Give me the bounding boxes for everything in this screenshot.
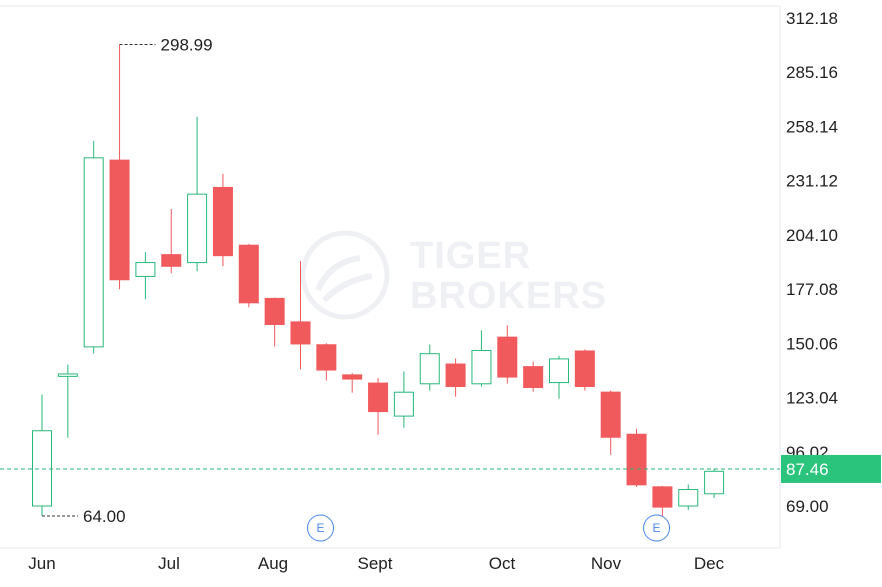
candle [161,209,182,274]
x-tick-label: Jul [158,554,180,573]
candle-body [368,382,389,413]
candle-body [342,374,363,380]
earnings-event-circle[interactable] [643,514,671,542]
current-price: 87.46 [0,454,881,483]
candle [419,344,440,391]
y-axis-ticks: 312.18 285.16 258.14 231.12 204.10 177.08 150.… [786,9,838,516]
candle-body [419,353,440,385]
x-tick-label: Sept [358,554,393,573]
candle [678,484,699,511]
y-tick-label: 285.16 [786,63,838,82]
earnings-event-label[interactable]: E [653,521,661,535]
candles [32,44,725,522]
candle-body [238,244,259,304]
candle [393,371,414,428]
earnings-event-marker[interactable]: E [643,514,671,542]
candle [109,44,130,290]
x-tick-label: Aug [258,554,288,573]
candle [471,330,492,387]
candle [342,373,363,393]
candle [368,377,389,435]
candle-body [652,486,673,508]
candle [523,361,544,392]
candle-body [393,391,414,417]
candle-body [678,489,699,507]
annotations: 298.99 64.00 [42,35,213,526]
candle [212,173,233,267]
candle-body [574,350,595,388]
candle-body [83,157,104,348]
candle [32,394,52,517]
candle [187,116,208,272]
x-tick-label: Nov [591,554,622,573]
candle-body [316,344,337,371]
low-price-label: 64.00 [83,507,126,526]
watermark-logo-ring [300,230,390,320]
candle-body [600,391,621,438]
candle [290,261,311,370]
earnings-event-circle[interactable] [307,514,334,542]
candle [497,325,518,384]
y-tick-label: 150.06 [786,334,838,353]
candle-body [187,193,208,264]
y-tick-label: 231.12 [786,172,838,191]
watermark-logo-mark [315,255,373,303]
candle [238,243,259,308]
candle [57,364,78,438]
candle-body [135,262,156,277]
y-tick-label: 177.08 [786,280,838,299]
candle [135,252,156,300]
candle-body [445,363,466,388]
x-tick-label: Oct [489,554,516,573]
candle [574,349,595,391]
earnings-event-marker[interactable]: E [307,514,334,542]
candle-body [704,470,725,495]
candle-body [626,433,647,486]
watermark-line2: BROKERS [410,275,607,317]
y-tick-label: 204.10 [786,226,838,245]
tiger-brokers-watermark: TIGER BROKERS [300,230,607,320]
candle [549,355,569,399]
x-axis-ticks: Jun Jul Aug Sept Oct Nov Dec [28,554,724,573]
candle-body [264,297,285,325]
candle-body [549,358,569,384]
candle [652,485,673,522]
candle-body [471,349,492,385]
candle-body [161,254,182,267]
current-price-badge [781,454,881,483]
watermark-line1: TIGER [410,235,531,277]
x-tick-label: Jun [28,554,55,573]
y-tick-label: 69.00 [786,497,829,516]
current-price-label: 87.46 [786,460,829,479]
candle-body [32,430,52,507]
earnings-event-label[interactable]: E [316,521,324,535]
candle [626,428,647,487]
candle [600,390,621,455]
candle-body [109,159,130,281]
candle-body [523,366,544,389]
candle-body [57,373,78,377]
candle-body [212,186,233,257]
candle [704,468,725,498]
candle-body [497,336,518,378]
y-tick-label: 312.18 [786,9,838,28]
candle [264,297,285,347]
y-tick-label: 258.14 [786,117,838,136]
candle [83,140,104,354]
x-tick-label: Dec [694,554,725,573]
high-price-label: 298.99 [161,35,213,54]
candle-body [290,321,311,345]
candle [445,358,466,397]
candle [316,343,337,381]
y-tick-label: 123.04 [786,389,838,408]
